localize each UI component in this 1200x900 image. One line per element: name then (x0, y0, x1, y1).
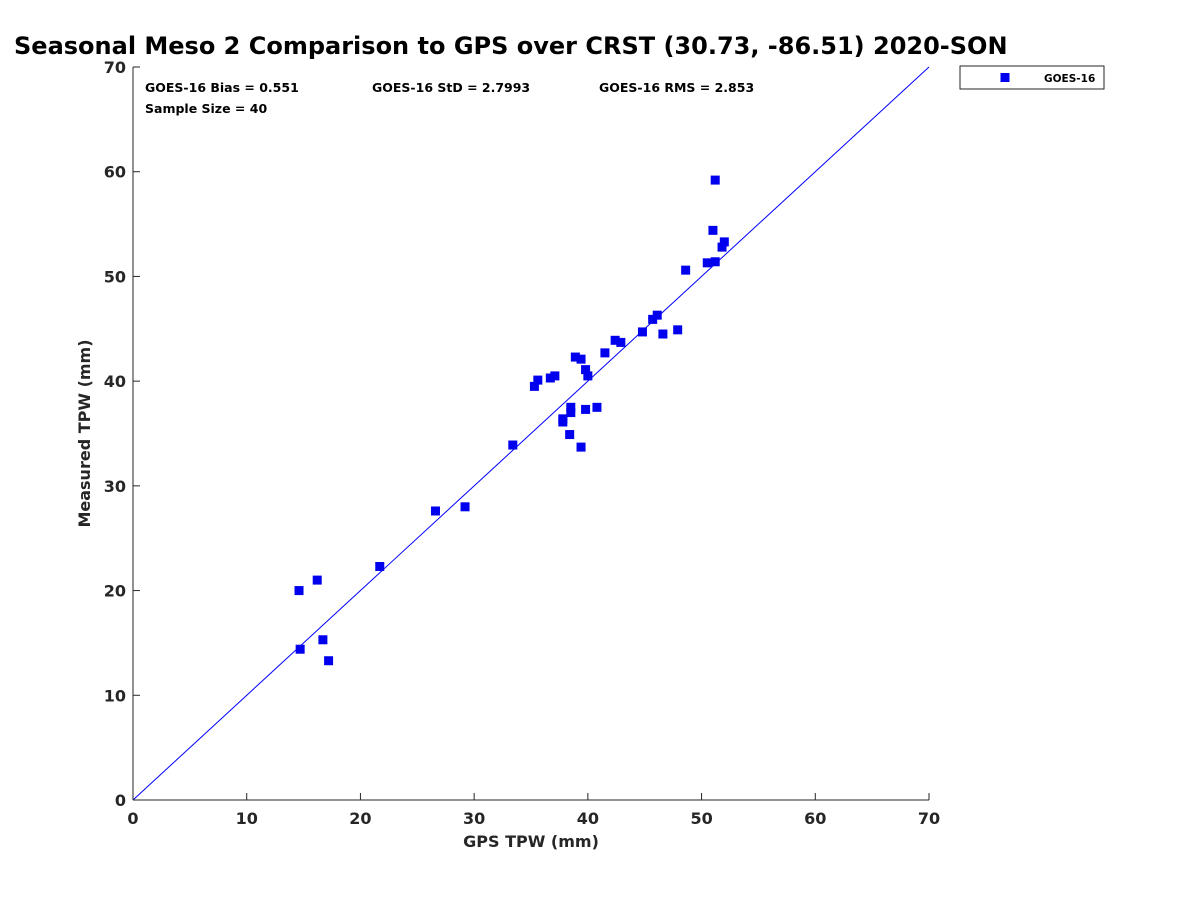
data-point (545, 373, 555, 383)
data-point (673, 325, 683, 335)
data-point (719, 237, 729, 247)
x-tick-label: 0 (127, 809, 138, 828)
data-point (312, 575, 322, 585)
legend: GOES-16 (959, 65, 1105, 90)
y-axis-ticks: 0 10 20 30 40 50 60 70 (104, 58, 140, 810)
data-point (581, 404, 591, 414)
data-point (566, 408, 576, 418)
reference-line-group (132, 66, 930, 801)
y-tick-label: 10 (104, 686, 126, 705)
data-point (610, 335, 620, 345)
data-point (583, 371, 593, 381)
data-point (658, 329, 668, 339)
data-point (592, 402, 602, 412)
x-tick-label: 20 (349, 809, 371, 828)
data-point (710, 257, 720, 267)
y-tick-label: 30 (104, 477, 126, 496)
data-point (324, 656, 334, 666)
data-point (566, 402, 576, 412)
data-point (702, 258, 712, 268)
chart-title: Seasonal Meso 2 Comparison to GPS over C… (14, 32, 1008, 60)
bias-annotation: GOES-16 Bias = 0.551 (145, 80, 299, 95)
data-point (637, 327, 647, 337)
data-point (648, 314, 658, 324)
stats-annotations: GOES-16 Bias = 0.551 GOES-16 StD = 2.799… (145, 80, 754, 116)
x-tick-label: 30 (463, 809, 485, 828)
data-point (295, 644, 305, 654)
data-point (652, 310, 662, 320)
y-tick-label: 60 (104, 163, 126, 182)
data-point (616, 337, 626, 347)
data-point (681, 265, 691, 275)
x-tick-label: 60 (804, 809, 826, 828)
std-annotation: GOES-16 StD = 2.7993 (372, 80, 530, 95)
legend-marker-square-icon (1000, 73, 1010, 82)
data-point (294, 586, 304, 596)
data-point (508, 440, 518, 450)
y-tick-label: 20 (104, 582, 126, 601)
x-axis-label: GPS TPW (mm) (463, 832, 599, 851)
sample-size-annotation: Sample Size = 40 (145, 101, 267, 116)
data-point (533, 375, 543, 385)
x-tick-label: 50 (690, 809, 712, 828)
legend-box (959, 65, 1105, 90)
y-tick-label: 70 (104, 58, 126, 77)
data-point (576, 442, 586, 452)
data-point (318, 635, 328, 645)
data-point (375, 561, 385, 571)
data-point (558, 414, 568, 424)
data-point (529, 381, 539, 391)
data-point (430, 506, 440, 516)
y-tick-label: 0 (115, 791, 126, 810)
y-axis-label: Measured TPW (mm) (75, 339, 94, 527)
x-tick-label: 70 (918, 809, 940, 828)
data-point (581, 365, 591, 375)
axes (132, 67, 929, 801)
x-tick-label: 40 (577, 809, 599, 828)
y-tick-label: 50 (104, 267, 126, 286)
data-point (600, 348, 610, 358)
data-point (460, 502, 470, 512)
y-tick-label: 40 (104, 372, 126, 391)
data-points (294, 175, 729, 666)
data-point (576, 354, 586, 364)
legend-entry-goes-16: GOES-16 (1044, 73, 1095, 85)
data-point (565, 430, 575, 440)
x-tick-label: 10 (236, 809, 258, 828)
data-point (717, 242, 727, 252)
data-point (570, 352, 580, 362)
rms-annotation: GOES-16 RMS = 2.853 (599, 80, 754, 95)
data-point (550, 371, 560, 381)
x-axis-ticks: 0 10 20 30 40 50 60 70 (127, 793, 940, 828)
data-point (710, 175, 720, 185)
one-to-one-line (132, 66, 930, 801)
data-point (708, 225, 718, 235)
